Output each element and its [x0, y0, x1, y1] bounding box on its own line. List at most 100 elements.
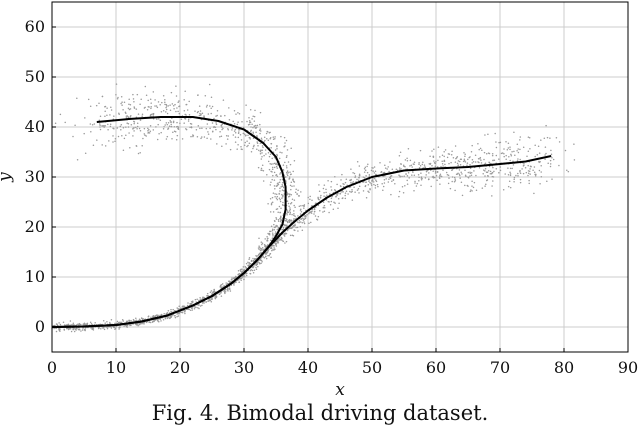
scatter-point [291, 198, 294, 200]
scatter-point [145, 94, 148, 97]
scatter-point [313, 211, 316, 213]
scatter-point [286, 220, 288, 223]
scatter-point [287, 211, 290, 213]
scatter-point [372, 177, 374, 180]
scatter-point [383, 179, 386, 181]
scatter-point [398, 174, 400, 176]
scatter-point [227, 290, 229, 292]
scatter-point [215, 115, 217, 117]
scatter-point [261, 152, 263, 154]
scatter-point [108, 326, 110, 328]
scatter-point [462, 160, 465, 163]
scatter-point [260, 137, 263, 139]
scatter-point [286, 212, 288, 214]
scatter-point [290, 194, 293, 196]
scatter-point [400, 168, 402, 170]
scatter-point [242, 275, 245, 278]
scatter-point [249, 121, 252, 123]
scatter-point [212, 130, 214, 132]
scatter-point [350, 182, 352, 184]
scatter-point [138, 127, 141, 130]
scatter-point [118, 328, 120, 330]
scatter-point [164, 103, 166, 106]
scatter-point [322, 207, 325, 209]
scatter-point [158, 321, 160, 323]
scatter-point [78, 328, 81, 331]
scatter-point [233, 284, 235, 286]
scatter-point [281, 184, 283, 186]
scatter-point [267, 139, 270, 142]
scatter-point [529, 173, 531, 175]
scatter-point [290, 147, 292, 150]
scatter-point [272, 235, 274, 237]
scatter-point [317, 215, 320, 218]
scatter-point [206, 104, 208, 107]
scatter-point [303, 221, 305, 223]
scatter-point [428, 178, 430, 181]
scatter-point [454, 178, 456, 180]
scatter-point [59, 113, 62, 116]
scatter-point [331, 195, 333, 198]
scatter-point [528, 136, 531, 139]
scatter-point [294, 191, 297, 193]
scatter-point [382, 189, 384, 192]
scatter-point [334, 190, 337, 192]
scatter-point [387, 166, 389, 168]
scatter-point [75, 329, 77, 331]
scatter-point [122, 320, 125, 322]
scatter-point [178, 105, 180, 108]
scatter-point [286, 155, 288, 157]
scatter-point [374, 184, 377, 187]
scatter-point [285, 139, 288, 142]
scatter-point [358, 185, 361, 187]
scatter-point [347, 193, 349, 195]
scatter-point [265, 255, 267, 258]
scatter-point [330, 197, 333, 199]
scatter-point [334, 188, 336, 191]
scatter-point [234, 141, 237, 143]
scatter-point [455, 157, 457, 160]
scatter-point [165, 108, 168, 111]
scatter-point [447, 153, 450, 155]
scatter-point [546, 136, 549, 139]
scatter-point [233, 122, 236, 125]
scatter-point [201, 127, 203, 130]
scatter-point [180, 118, 183, 121]
scatter-point [451, 169, 454, 171]
scatter-point [76, 97, 78, 100]
scatter-point [545, 124, 547, 127]
scatter-point [53, 327, 55, 330]
scatter-point [248, 119, 251, 122]
scatter-point [154, 315, 157, 318]
scatter-point [380, 170, 383, 173]
scatter-point [159, 119, 162, 122]
scatter-point [337, 207, 339, 210]
scatter-point [382, 185, 385, 188]
scatter-point [372, 170, 374, 172]
scatter-point [237, 132, 240, 135]
scatter-point [219, 136, 221, 138]
scatter-point [272, 163, 274, 165]
scatter-point [418, 163, 420, 165]
scatter-point [198, 299, 200, 302]
scatter-point [488, 161, 490, 164]
scatter-point [544, 146, 547, 148]
scatter-point [269, 247, 272, 249]
scatter-point [507, 142, 510, 145]
scatter-point [173, 315, 176, 317]
scatter-point [70, 330, 73, 333]
scatter-point [484, 185, 486, 187]
scatter-point [73, 330, 76, 333]
scatter-point [283, 235, 286, 237]
scatter-point [75, 327, 78, 330]
scatter-point [125, 324, 128, 326]
scatter-point [300, 191, 302, 193]
scatter-point [99, 115, 102, 118]
scatter-point [82, 327, 84, 329]
scatter-point [166, 317, 169, 320]
scatter-point [274, 233, 277, 235]
scatter-point [246, 145, 248, 148]
scatter-point [265, 153, 267, 155]
scatter-point [433, 160, 435, 162]
scatter-point [58, 329, 61, 331]
